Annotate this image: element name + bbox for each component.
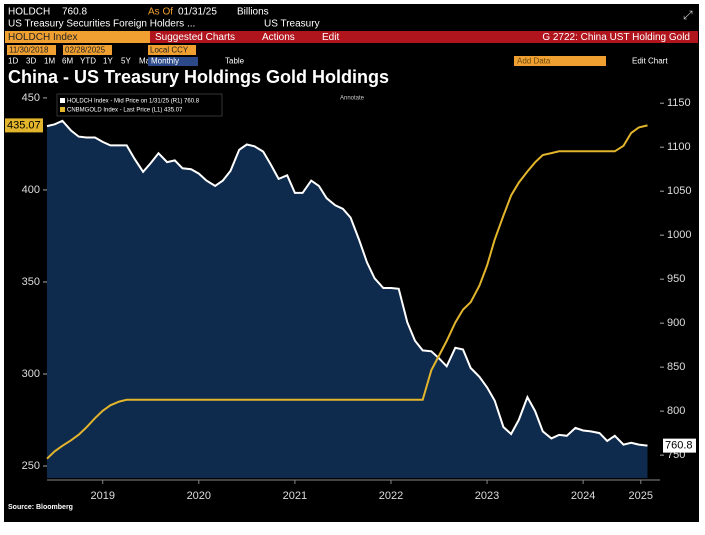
menu-edit[interactable]: Edit	[322, 32, 339, 43]
plot: 2503003504004507508008509009501000105011…	[5, 92, 696, 502]
period[interactable]: Monthly	[151, 57, 179, 66]
y-tick-label: 250	[22, 460, 40, 472]
end-box[interactable]	[63, 45, 112, 55]
as-of: 01/31/25	[178, 7, 217, 18]
y2-tick-label: 900	[667, 317, 685, 329]
range-button[interactable]: 1M	[44, 57, 55, 66]
x-tick-label: 2019	[90, 490, 114, 502]
expand-icon[interactable]: ⤢	[682, 8, 693, 22]
line	[46, 119, 648, 447]
chart-name: G 2722: China UST Holding Gold	[542, 32, 690, 43]
y2-tick-label: 1050	[667, 185, 691, 197]
x-tick-label: 2023	[475, 490, 499, 502]
legend	[56, 93, 223, 117]
start-date[interactable]: 11/30/2018	[9, 46, 49, 55]
security[interactable]: HOLDCH Index	[8, 32, 77, 43]
y-tick-label: 400	[22, 184, 40, 196]
range-button[interactable]: 1Y	[103, 57, 113, 66]
ccy-box[interactable]	[148, 45, 196, 55]
x-tick-label: 2021	[283, 490, 307, 502]
end-date[interactable]: 02/28/2025	[65, 46, 106, 55]
y2-tick-label: 1150	[667, 97, 691, 109]
units: Billions	[237, 7, 269, 18]
x-tick-label: 2020	[187, 490, 211, 502]
x-tick-label: 2022	[379, 490, 403, 502]
legend-label: HOLDCH Index - Mid Price on 1/31/25 (R1)…	[67, 99, 200, 105]
menu-suggested[interactable]: Suggested Charts	[155, 32, 235, 43]
y2-tick-label: 850	[667, 361, 685, 373]
legend-swatch	[60, 107, 65, 112]
menu-bar	[150, 31, 698, 43]
y2-tick-label: 1100	[667, 141, 691, 153]
range-button[interactable]: Max	[139, 57, 154, 66]
range-button[interactable]: 6M	[62, 57, 73, 66]
y-tick-label: 450	[22, 92, 40, 104]
annotate[interactable]: Annotate	[340, 96, 365, 102]
ticker: HOLDCH	[8, 7, 50, 18]
currency[interactable]: Local CCY	[150, 46, 189, 55]
add-data[interactable]: Add Data	[517, 57, 551, 66]
range-button[interactable]: 1D	[8, 57, 18, 66]
source-name: US Treasury	[264, 19, 320, 30]
period-box[interactable]	[148, 57, 198, 66]
start-box[interactable]	[7, 45, 56, 55]
range-button[interactable]: 3D	[26, 57, 36, 66]
range-button[interactable]: YTD	[80, 57, 96, 66]
legend-label: CNBMGOLD Index - Last Price (L1) 435.07	[67, 108, 183, 114]
last-value-box	[5, 118, 43, 133]
y2-tick-label: 800	[667, 405, 685, 417]
add-data-box[interactable]	[514, 56, 606, 66]
legend-swatch	[60, 98, 65, 103]
x-tick-label: 2024	[571, 490, 595, 502]
last-value-box	[663, 438, 696, 453]
last-value: 760.8	[62, 7, 87, 18]
as-of-label: As Of	[148, 7, 173, 18]
description: US Treasury Securities Foreign Holders .…	[8, 19, 195, 30]
y-tick-label: 350	[22, 276, 40, 288]
y2-tick-label: 950	[667, 273, 685, 285]
menu-actions[interactable]: Actions	[262, 32, 295, 43]
last-value-label: 760.8	[665, 440, 693, 452]
source: Source: Bloomberg	[8, 504, 73, 511]
range-buttons: 1D 3D 1M 6M YTD 1Y 5Y Max	[8, 57, 154, 66]
line	[46, 124, 648, 460]
y-tick-label: 300	[22, 368, 40, 380]
last-value-label: 435.07	[7, 119, 41, 131]
table[interactable]: Table	[225, 57, 245, 66]
security-box[interactable]	[5, 31, 150, 43]
area	[47, 120, 648, 479]
edit-chart[interactable]: Edit Chart	[632, 57, 668, 66]
x-tick-label: 2025	[629, 490, 653, 502]
chart-title: China - US Treasury Holdings Gold Holdin…	[8, 67, 389, 87]
y2-tick-label: 1000	[667, 229, 691, 241]
range-button[interactable]: 5Y	[121, 57, 131, 66]
